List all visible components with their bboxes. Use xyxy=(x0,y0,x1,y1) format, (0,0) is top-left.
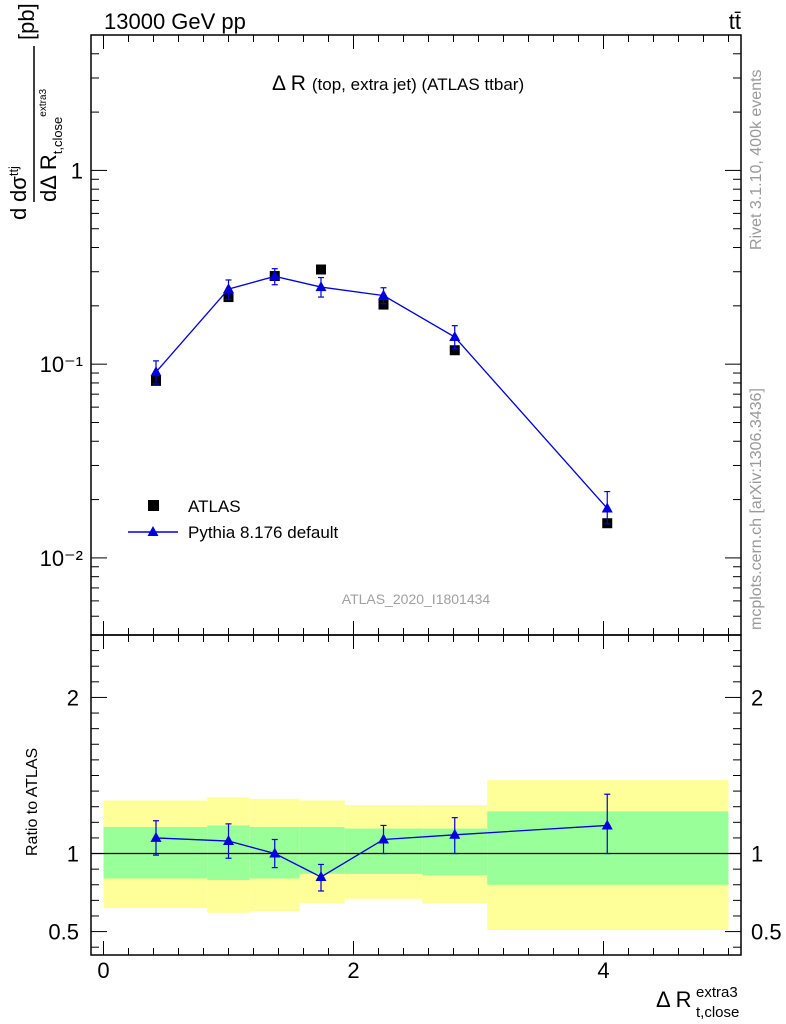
ratio-mc-point xyxy=(378,833,389,844)
ratio-panel-frame xyxy=(90,634,742,956)
ratio-mc-point xyxy=(150,831,162,842)
main-series xyxy=(150,264,613,529)
ylabel-unit: [pb] xyxy=(14,3,39,40)
ylabel-denom-sub: t,close xyxy=(50,117,65,155)
mc-point xyxy=(269,270,281,281)
x-axis-label: Δ R xyxy=(656,987,691,1012)
ratio-y-axis-label: Ratio to ATLAS xyxy=(24,748,41,856)
analysis-watermark: ATLAS_2020_I1801434 xyxy=(342,591,491,607)
ratio-y-tick-label: 2 xyxy=(67,685,79,710)
atlas-data-point xyxy=(378,299,389,310)
y-tick-label: 1 xyxy=(71,158,83,183)
ratio-mc-point xyxy=(315,870,327,881)
xlabel-main: Δ R xyxy=(656,987,691,1012)
x-tick-label: 4 xyxy=(597,958,609,983)
mc-point xyxy=(223,283,234,294)
ylabel-sigma: dσ xyxy=(6,176,31,202)
ratio-mc-point xyxy=(223,835,234,846)
legend-mc-label: Pythia 8.176 default xyxy=(188,523,339,542)
atlas-data-point xyxy=(449,345,460,356)
y-tick-label: 10⁻¹ xyxy=(40,352,83,377)
legend: ATLAS Pythia 8.176 default xyxy=(128,497,339,542)
atlas-data-point xyxy=(316,264,326,275)
svg-text:dΔ Rt,closeextra3: dΔ Rt,closeextra3 xyxy=(36,88,65,202)
mc-point xyxy=(315,281,327,292)
svg-text:dσttj: dσttj xyxy=(6,166,31,202)
header-right: tt̄ xyxy=(729,9,741,34)
x-tick-label: 2 xyxy=(347,958,359,983)
xlabel-sub: t,close xyxy=(696,1004,739,1021)
ratio-mc-point xyxy=(449,828,461,839)
mcplots-label: mcplots.cern.ch [arXiv:1306.3436] xyxy=(748,388,765,630)
svg-text:d: d xyxy=(6,208,31,220)
header-left: 13000 GeV pp xyxy=(104,9,246,34)
ratio-band-inner xyxy=(299,827,345,874)
main-y-axis-label: d dσttj dΔ Rt,closeextra3 [pb] xyxy=(6,3,65,220)
x-tick-label: 0 xyxy=(97,958,109,983)
mc-point xyxy=(449,331,461,342)
ylabel-denom-sup: extra3 xyxy=(38,88,49,116)
mc-point xyxy=(150,366,162,377)
ratio-y-tick-label-right: 2 xyxy=(751,685,763,710)
ratio-uncertainty-bands xyxy=(103,780,729,931)
rivet-version-label: Rivet 3.1.10, 400k events xyxy=(748,69,765,250)
ratio-mc-point xyxy=(601,819,613,830)
ratio-y-tick-label-right: 0.5 xyxy=(751,920,782,945)
title-main: Δ R xyxy=(272,72,306,95)
ylabel-sigma-sup: ttj xyxy=(6,166,21,176)
ratio-y-tick-label: 1 xyxy=(67,842,79,867)
plot-title: Δ R (top, extra jet) (ATLAS ttbar) xyxy=(272,72,524,95)
legend-mc-marker xyxy=(147,526,159,536)
y-tick-label: 10⁻² xyxy=(40,546,83,571)
ylabel-denom: dΔ R xyxy=(36,154,61,202)
title-sub: (top, extra jet) (ATLAS ttbar) xyxy=(312,75,524,94)
legend-data-label: ATLAS xyxy=(188,497,241,516)
ratio-y-tick-label: 0.5 xyxy=(48,920,79,945)
mc-line xyxy=(155,275,608,509)
ratio-mc-point xyxy=(269,847,281,858)
legend-data-marker xyxy=(148,500,159,511)
mc-point xyxy=(378,289,389,300)
ylabel-d: d xyxy=(6,208,31,220)
mc-point xyxy=(601,502,613,513)
axes: 0 2 4 1 10⁻¹ 10⁻² 0.5 0.5 1 1 2 2 xyxy=(40,34,782,983)
ratio-series xyxy=(150,793,613,892)
ratio-y-tick-label-right: 1 xyxy=(751,842,763,867)
xlabel-sup: extra3 xyxy=(696,984,738,1001)
